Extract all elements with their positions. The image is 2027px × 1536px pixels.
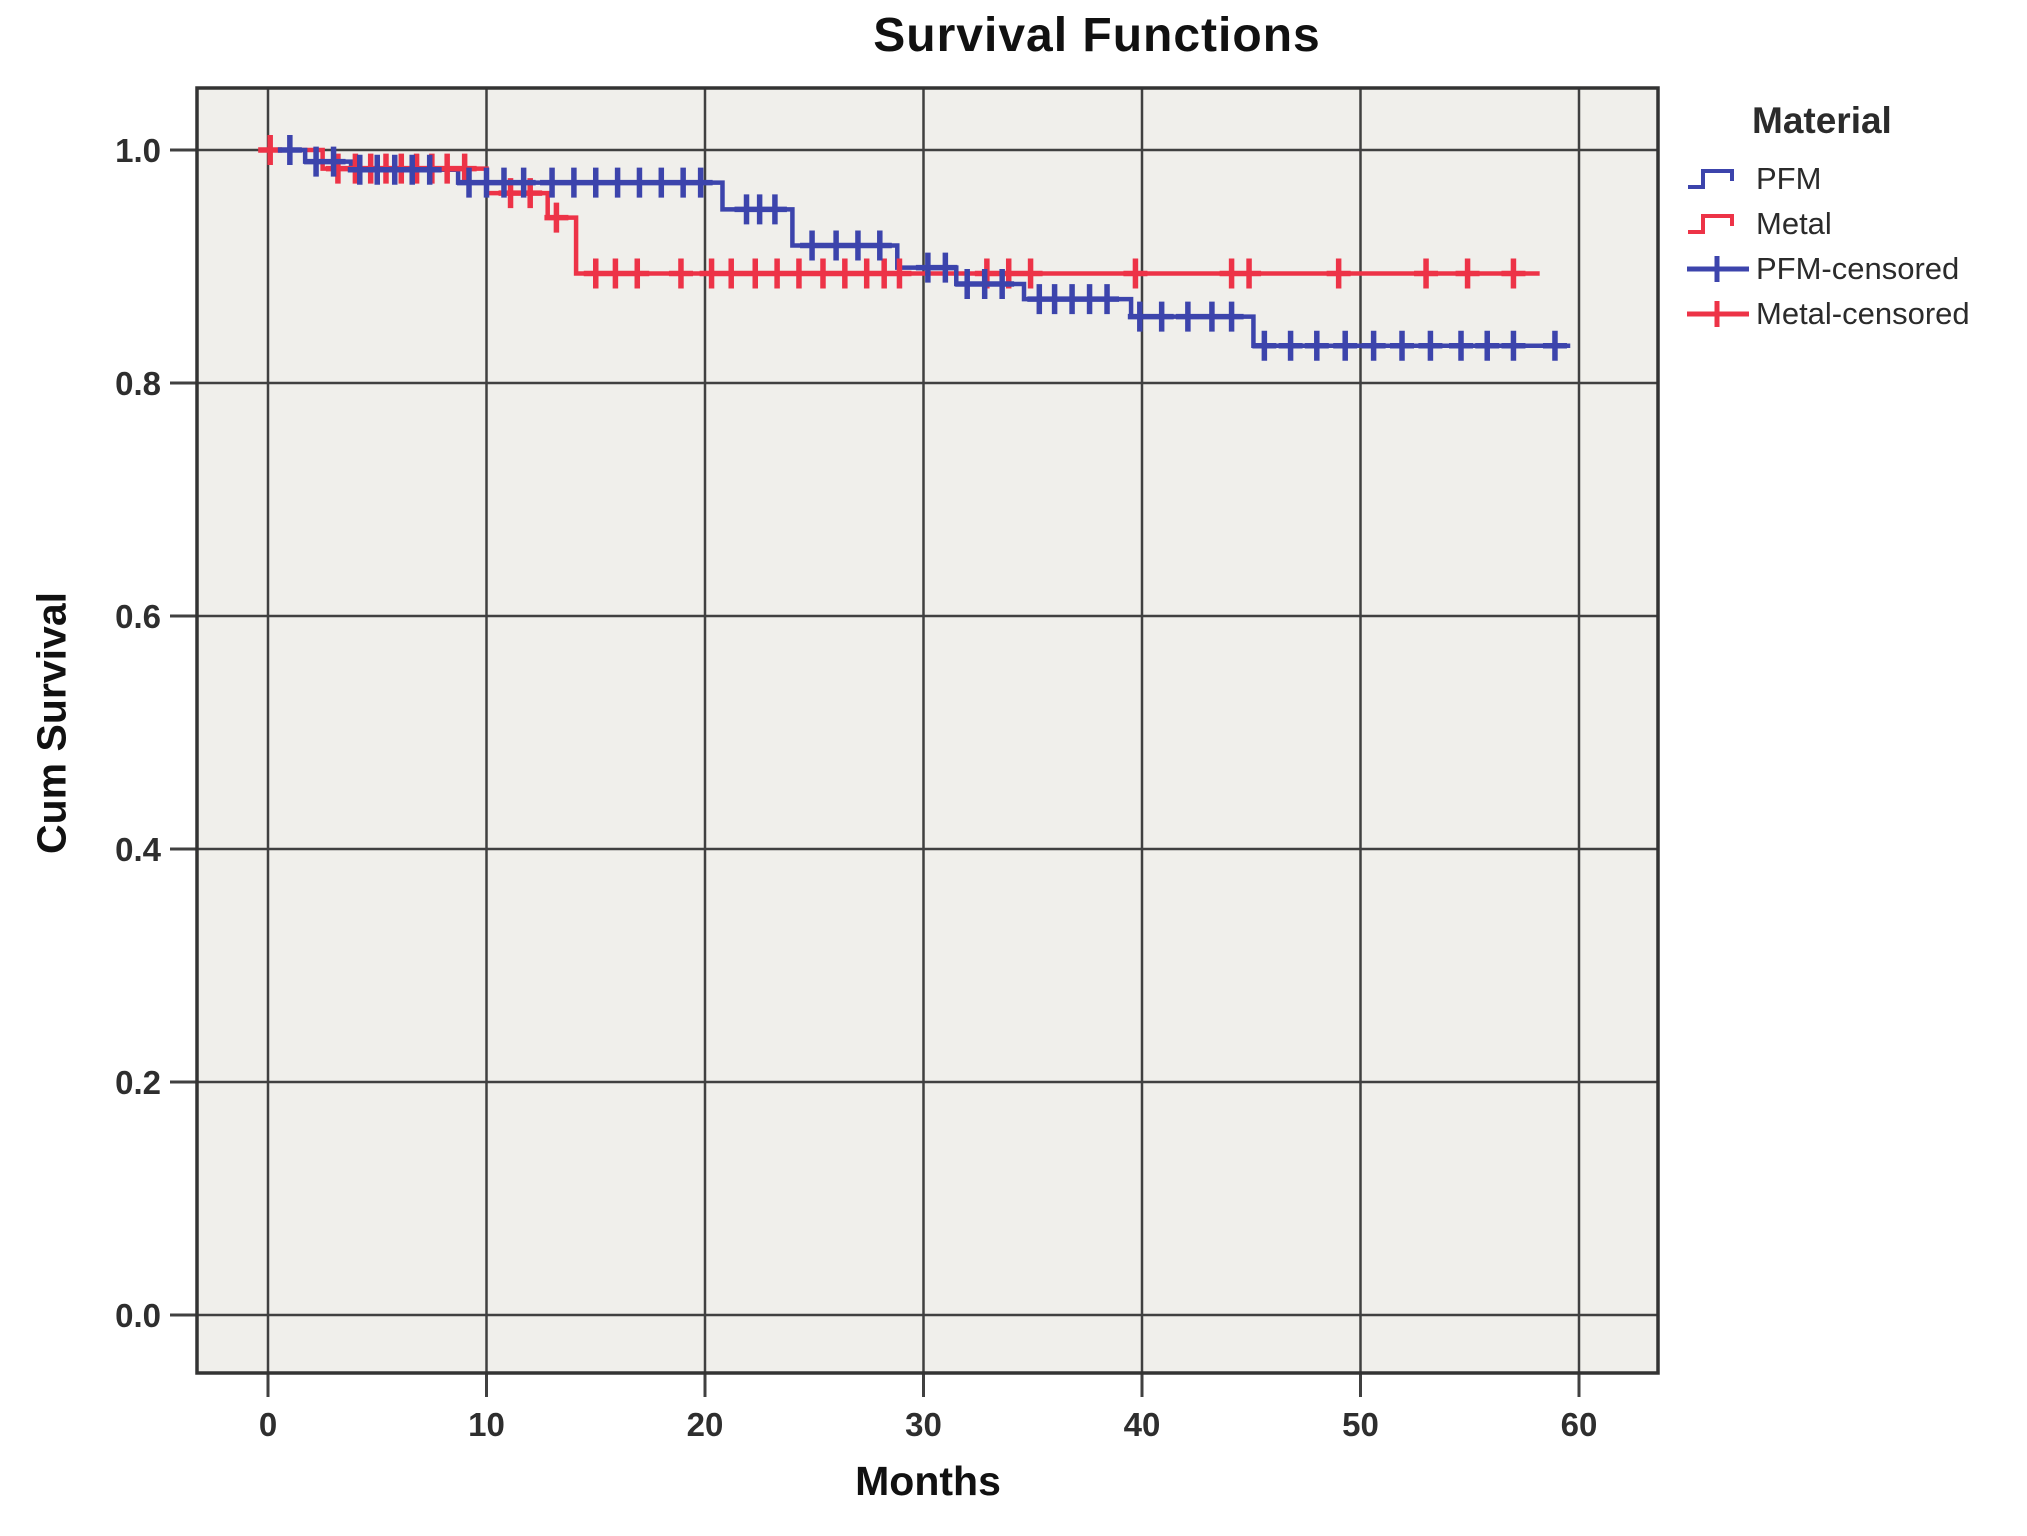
legend-step-line-icon: [1688, 213, 1734, 234]
legend-item-label: Metal-censored: [1756, 295, 1970, 331]
x-tick-label: 0: [259, 1406, 277, 1443]
x-axis-label: Months: [855, 1458, 1001, 1504]
legend-item-metal-censored: Metal-censored: [1686, 291, 1970, 336]
x-tick-label: 10: [468, 1406, 505, 1443]
legend-items: PFM Metal PFM-censored Metal-censored: [1686, 156, 1970, 336]
x-tick-label: 40: [1124, 1406, 1161, 1443]
y-tick-label: 0.0: [115, 1297, 161, 1334]
plot-background: [197, 88, 1658, 1373]
legend-item-pfm-censored: PFM-censored: [1686, 246, 1970, 291]
x-tick-label: 20: [687, 1406, 724, 1443]
legend-item-label: PFM: [1756, 160, 1822, 196]
y-tick-label: 0.4: [115, 831, 162, 868]
legend-item-pfm: PFM: [1686, 156, 1970, 201]
legend-item-label: PFM-censored: [1756, 250, 1960, 286]
legend: Material PFM Metal PFM-censored Metal-censo…: [1686, 100, 1970, 336]
legend-title: Material: [1752, 100, 1892, 141]
chart-title: Survival Functions: [873, 9, 1321, 62]
censor-marks-pfm-censored: [277, 135, 1567, 361]
legend-item-metal: Metal: [1686, 201, 1970, 246]
legend-step-line-icon: [1688, 168, 1734, 189]
x-tick-label: 30: [905, 1406, 942, 1443]
y-tick-label: 0.2: [115, 1064, 161, 1101]
legend-item-label: Metal: [1756, 205, 1832, 241]
plot-border: [195, 86, 1660, 1375]
legend-censor-plus-icon: [1687, 300, 1749, 327]
y-tick-label: 1.0: [115, 132, 161, 169]
y-axis-label: Cum Survival: [28, 591, 75, 855]
x-tick-label: 50: [1342, 1406, 1379, 1443]
x-tick-label: 60: [1561, 1406, 1598, 1443]
legend-censor-plus-icon: [1687, 255, 1749, 282]
y-tick-label: 0.6: [115, 598, 161, 635]
y-tick-label: 0.8: [115, 365, 161, 402]
